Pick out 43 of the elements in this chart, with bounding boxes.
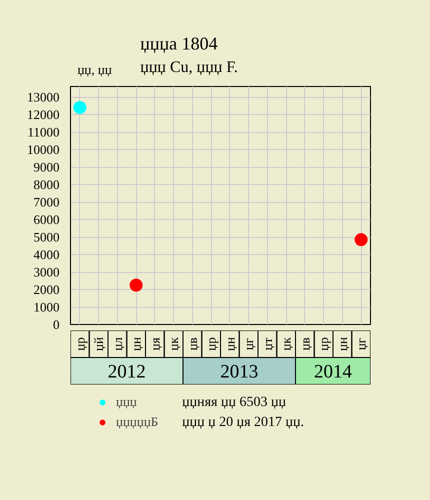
legend-label: џџџ	[116, 394, 137, 410]
y-tick-label: 10000	[27, 142, 60, 157]
x-tick-label: џн	[128, 337, 144, 351]
x-tick-label: џк	[166, 336, 182, 351]
x-tick-label: џр	[204, 337, 219, 351]
y-tick-label: 9000	[34, 160, 60, 174]
y-tick-label: 1000	[34, 300, 60, 314]
chart-subtitle: џџџ Cu, џџџ F.	[140, 59, 238, 76]
text: 2012	[108, 362, 146, 382]
y-axis-title: џџ, џџ	[77, 62, 112, 77]
x-tick-label: џй	[91, 337, 106, 351]
y-tick-label: 3000	[34, 264, 60, 280]
x-tick-label: џв	[297, 337, 312, 351]
legend-label: џџџџџБ	[116, 414, 158, 430]
x-tick-label: џр	[72, 337, 88, 351]
y-tick-label: 0	[53, 317, 60, 332]
x-tick-label: џя	[147, 338, 162, 350]
point	[130, 278, 143, 292]
text: џџџ џ 20 џя 2017 џџ.	[182, 415, 304, 430]
text: џџняя џџ 6503 џџ	[182, 395, 286, 410]
y-tick-label: 11000	[27, 124, 60, 140]
x-tick-label: џг	[241, 338, 256, 350]
x-tick-label: џт	[260, 337, 275, 350]
y-tick-label: 5000	[34, 230, 60, 244]
y-tick-label: 8000	[34, 177, 60, 192]
point	[354, 233, 368, 246]
point	[73, 101, 86, 114]
x-tick-label: џн	[334, 337, 350, 351]
text: 2013	[220, 362, 258, 382]
x-tick-label: џл	[110, 336, 125, 351]
x-tick-label: џр	[316, 337, 332, 351]
x-tick-label: џк	[278, 336, 294, 351]
text: 2014	[314, 362, 352, 382]
y-tick-label: 4000	[34, 247, 60, 262]
chart-title: џџџа 1804	[140, 34, 218, 54]
x-tick-label: џн	[222, 337, 238, 351]
y-tick-label: 7000	[34, 194, 60, 210]
y-tick-label: 6000	[34, 212, 60, 227]
y-tick-label: 2000	[34, 282, 60, 297]
x-tick-label: џг	[354, 338, 369, 350]
x-tick-label: џв	[184, 337, 200, 351]
y-tick-label: 12000	[27, 107, 60, 122]
y-tick-label: 13000	[27, 90, 60, 104]
